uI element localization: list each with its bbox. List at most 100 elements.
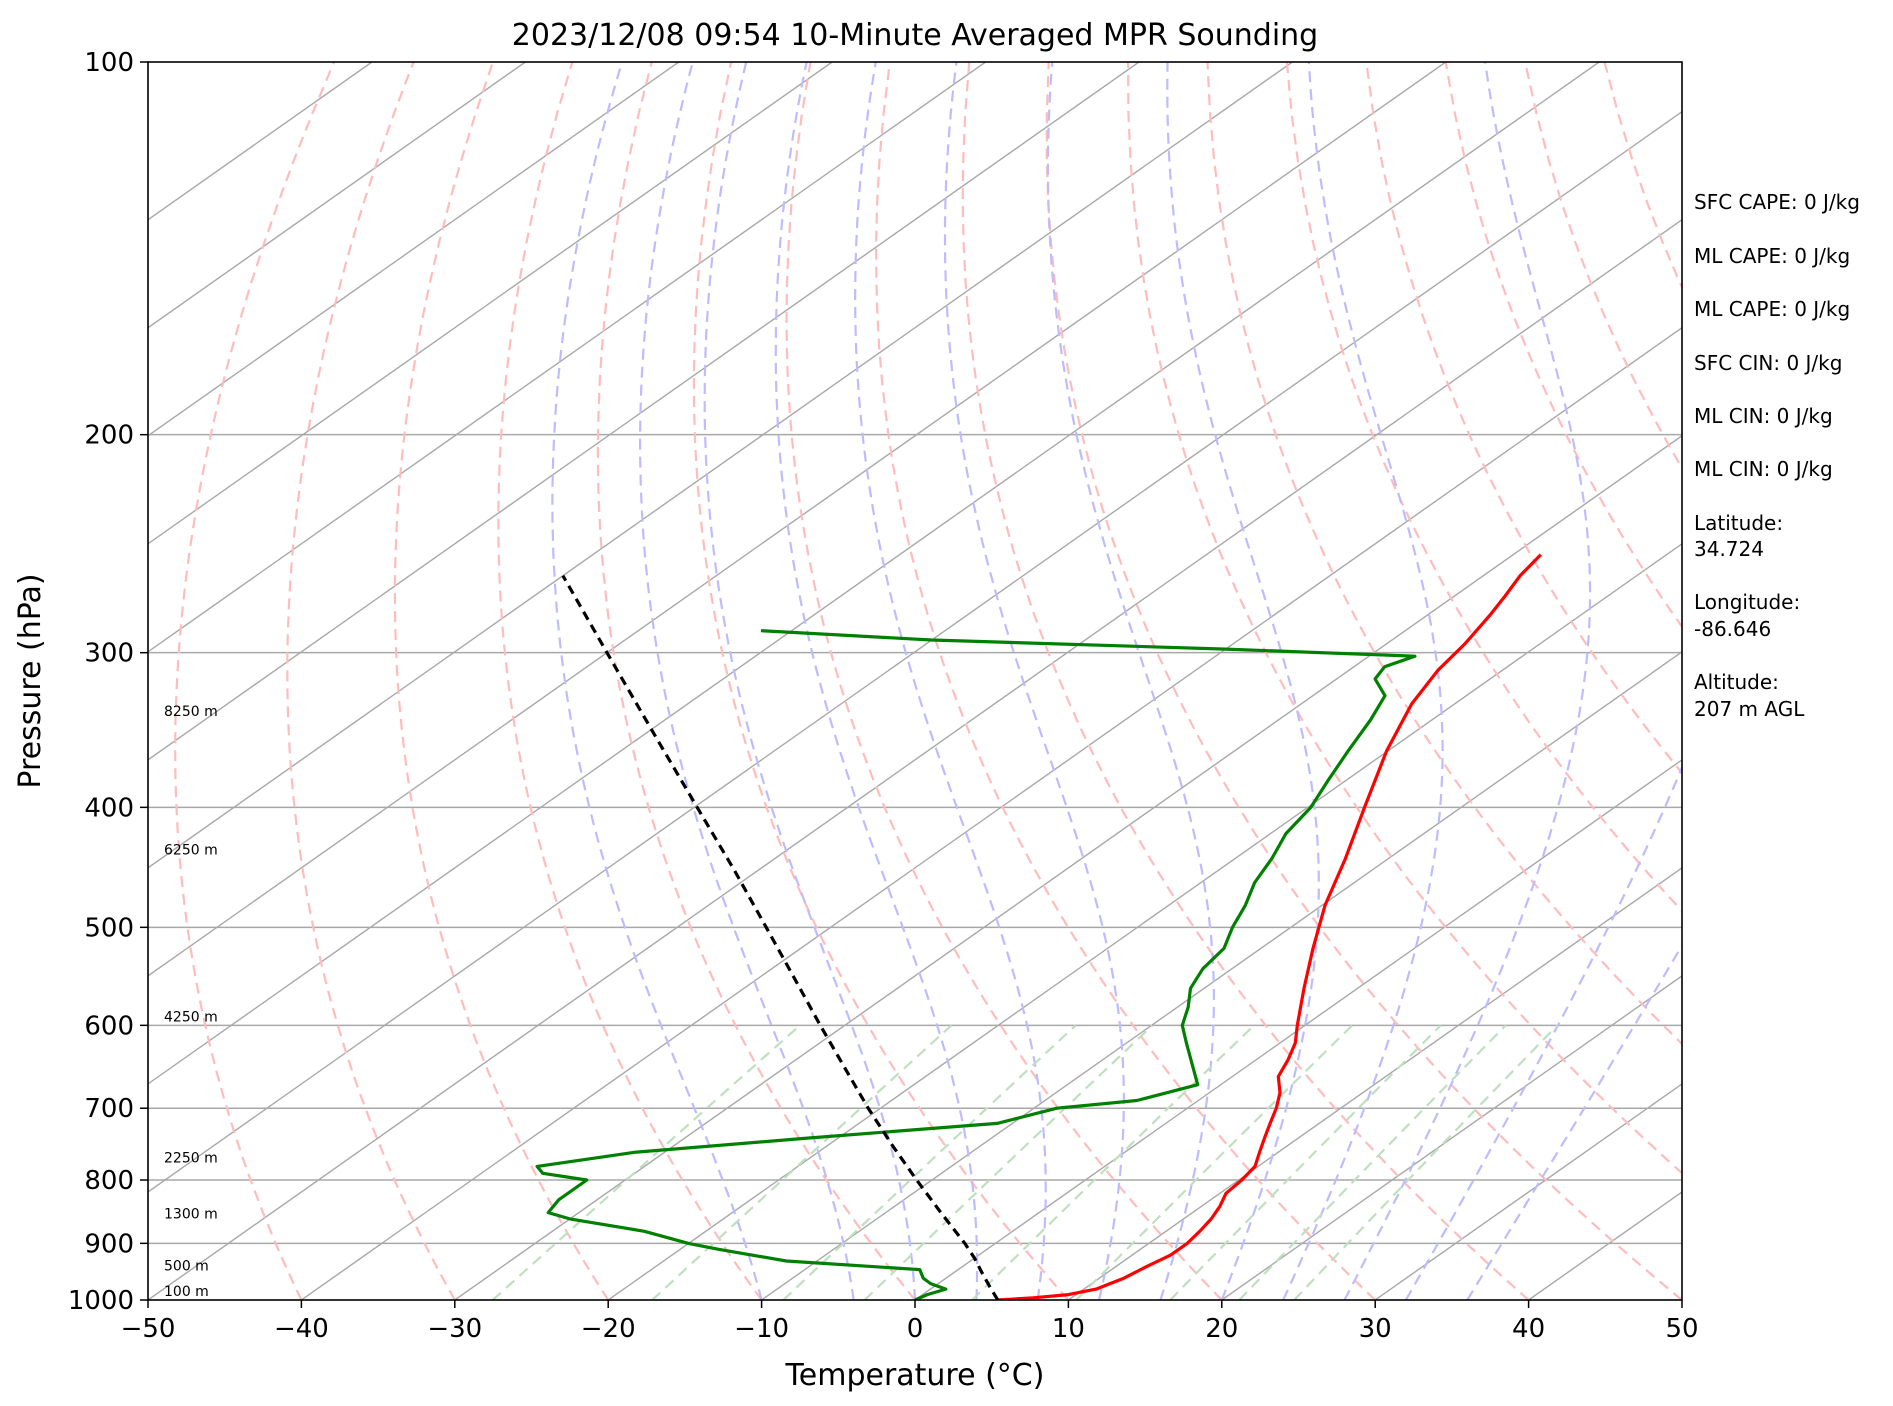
y-tick-label: 500 [84, 913, 134, 943]
x-tick-label: −10 [734, 1314, 789, 1344]
mixing-ratio-line [491, 1024, 801, 1300]
x-tick-label: 10 [1052, 1314, 1085, 1344]
dry-adiabat-line [692, 62, 1070, 1300]
y-tick-label: 1000 [68, 1286, 134, 1316]
mixing-ratio-line [1169, 1024, 1442, 1300]
y-tick-label: 800 [84, 1166, 134, 1196]
isotherm-line [914, 759, 1682, 1300]
temperature-line [997, 553, 1542, 1300]
ml-cape-text: ML CAPE: 0 J/kg [1694, 244, 1850, 268]
dry-adiabat-line [286, 62, 456, 1300]
mixing-ratio-line [1075, 1024, 1353, 1300]
isotherm-line [148, 62, 1447, 977]
longitude-value: -86.646 [1694, 617, 1771, 641]
isotherm-line [1374, 1083, 1682, 1300]
isotherm-line [148, 62, 373, 221]
dry-adiabat-line [1843, 62, 1893, 1300]
dry-adiabat-line [1126, 62, 1682, 1175]
y-tick-label: 900 [84, 1229, 134, 1259]
isotherm-line [1221, 975, 1682, 1300]
altitude-value: 207 m AGL [1694, 697, 1805, 721]
height-label: 1300 m [164, 1207, 218, 1223]
sfc-cape-text: SFC CAPE: 0 J/kg [1694, 190, 1860, 214]
ml-cin-text-2: ML CIN: 0 J/kg [1694, 457, 1833, 481]
isotherm-line [148, 62, 1140, 761]
x-axis-ticks: −50 −40 −30 −20 −10 0 10 20 30 40 50 [121, 1300, 1699, 1344]
isotherm-line [148, 62, 680, 437]
isotherm-line [148, 62, 526, 329]
dry-adiabat-line [596, 62, 916, 1300]
isotherm-line [148, 62, 986, 653]
moist-adiabat-line [1166, 62, 1320, 1300]
y-tick-label: 700 [84, 1094, 134, 1124]
isotherm-line [148, 218, 1682, 1300]
info-panel: SFC CAPE: 0 J/kg ML CAPE: 0 J/kg ML CAPE… [1694, 190, 1860, 721]
moist-adiabat-line [1343, 62, 1592, 1300]
x-tick-label: −30 [427, 1314, 482, 1344]
y-tick-label: 200 [84, 421, 134, 451]
isotherm-line [761, 650, 1682, 1300]
x-tick-label: −40 [274, 1314, 329, 1344]
longitude-label: Longitude: [1694, 590, 1800, 614]
moist-adiabat-line [774, 62, 979, 1300]
sounding-profiles [535, 553, 1542, 1300]
y-tick-label: 300 [84, 639, 134, 669]
moist-adiabat-line [1282, 62, 1444, 1300]
height-labels: 100 m 500 m 1300 m 2250 m 4250 m 6250 m 8250 m [164, 704, 218, 1300]
isotherm-line [454, 434, 1682, 1300]
dry-adiabat-line [497, 62, 763, 1300]
dry-adiabat-line [874, 62, 1376, 1300]
moist-adiabat-line [703, 62, 917, 1300]
x-tick-label: 30 [1359, 1314, 1392, 1344]
dewpoint-line [535, 629, 1417, 1300]
x-tick-label: 20 [1205, 1314, 1238, 1344]
ml-cin-text: ML CIN: 0 J/kg [1694, 404, 1833, 428]
y-tick-label: 100 [84, 48, 134, 78]
height-label: 500 m [164, 1259, 209, 1275]
isotherm-line [607, 542, 1682, 1300]
y-axis-ticks: 100 200 300 400 500 600 700 800 900 1000 [68, 48, 148, 1316]
moist-adiabat-line [551, 62, 763, 1300]
latitude-value: 34.724 [1694, 537, 1764, 561]
height-label: 100 m [164, 1284, 209, 1300]
y-tick-label: 400 [84, 793, 134, 823]
mixing-ratio-line [863, 1024, 1154, 1300]
moist-adiabat-line [638, 62, 855, 1300]
height-label: 8250 m [164, 704, 218, 720]
dry-adiabat-line [1045, 62, 1682, 1300]
ml-cape-text-2: ML CAPE: 0 J/kg [1694, 297, 1850, 321]
x-axis-label: Temperature (°C) [785, 1358, 1045, 1393]
isotherm-line [148, 62, 1600, 1085]
x-tick-label: −50 [121, 1314, 176, 1344]
moist-adiabat-line [1404, 764, 1682, 1300]
moist-adiabat-line [1046, 62, 1216, 1300]
isotherm-line [300, 326, 1682, 1300]
y-axis-label: Pressure (hPa) [13, 573, 48, 788]
height-label: 6250 m [164, 843, 218, 859]
dry-adiabat-line [961, 62, 1530, 1300]
isotherm-line [148, 62, 833, 545]
mixing-ratio-line [1238, 1024, 1507, 1300]
height-label: 2250 m [164, 1150, 218, 1166]
dry-adiabat-line [785, 62, 1223, 1300]
height-label: 4250 m [164, 1009, 218, 1025]
y-tick-label: 600 [84, 1011, 134, 1041]
x-tick-label: 40 [1512, 1314, 1545, 1344]
isotherm-line [1067, 867, 1682, 1300]
latitude-label: Latitude: [1694, 511, 1783, 535]
isotherm-line [148, 62, 1293, 869]
chart-title: 2023/12/08 09:54 10-Minute Averaged MPR … [512, 18, 1318, 53]
background-lines [148, 62, 1893, 1300]
x-tick-label: 50 [1665, 1314, 1698, 1344]
mixing-ratio-line [651, 1024, 953, 1300]
moist-adiabat-line [853, 62, 1047, 1300]
x-tick-label: 0 [907, 1314, 924, 1344]
parcel_profile-line [561, 574, 1000, 1300]
x-tick-label: −20 [581, 1314, 636, 1344]
mixing-ratio-line [1293, 1024, 1559, 1300]
dry-adiabat-line [1206, 62, 1682, 1046]
isotherm-line [148, 110, 1682, 1193]
sfc-cin-text: SFC CIN: 0 J/kg [1694, 351, 1842, 375]
dry-adiabat-line [174, 62, 336, 1300]
